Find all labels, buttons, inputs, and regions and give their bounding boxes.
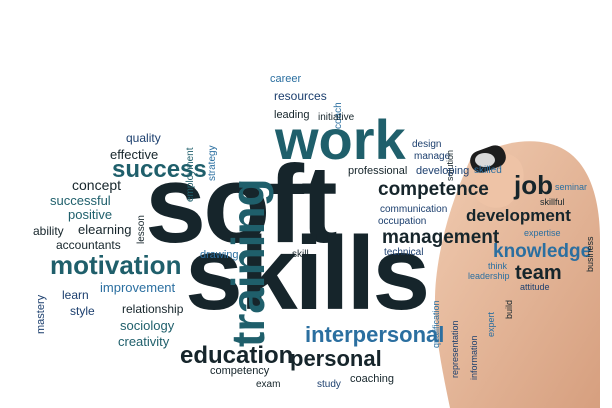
- hand-shape: [434, 141, 600, 408]
- word-study: study: [317, 379, 341, 390]
- word-skill: skill: [292, 249, 309, 260]
- word-communication: communication: [380, 204, 448, 215]
- word-employment: employment: [185, 147, 196, 202]
- word-coaching: coaching: [350, 373, 395, 385]
- word-education: education: [180, 342, 294, 369]
- word-quality: quality: [126, 131, 161, 145]
- word-success: success: [112, 156, 207, 183]
- word-relationship: relationship: [122, 302, 184, 316]
- word-skillful: skillful: [540, 197, 565, 207]
- word-occupation: occupation: [378, 216, 427, 227]
- word-strategy: strategy: [207, 145, 218, 181]
- word-successful: successful: [50, 193, 111, 208]
- word-resources: resources: [274, 89, 327, 103]
- word-exam: exam: [256, 379, 281, 390]
- word-development: development: [466, 206, 571, 225]
- word-competence: competence: [378, 179, 489, 200]
- word-technical: technical: [384, 247, 424, 258]
- word-drawing: drawing: [200, 249, 239, 261]
- marker-tip-shape: [475, 153, 495, 167]
- word-sociology: sociology: [120, 318, 175, 333]
- word-soft: soft: [145, 143, 338, 266]
- word-career: career: [270, 73, 302, 85]
- word-ability: ability: [33, 224, 64, 238]
- word-leading: leading: [274, 109, 310, 121]
- word-business: business: [585, 236, 595, 272]
- word-job: job: [514, 170, 553, 200]
- word-elearning: elearning: [78, 222, 132, 237]
- word-qualification: qualification: [431, 300, 441, 348]
- word-positive: positive: [68, 207, 113, 222]
- word-skilled: skilled: [474, 165, 502, 176]
- word-skills: skills: [185, 216, 430, 332]
- word-knowledge: knowledge: [493, 241, 592, 262]
- word-effective: effective: [110, 147, 159, 162]
- word-management: management: [382, 227, 500, 248]
- word-expertise: expertise: [524, 228, 561, 238]
- word-expert: expert: [486, 311, 496, 337]
- word-style: style: [70, 304, 95, 318]
- word-improvement: improvement: [100, 280, 176, 295]
- word-personal: personal: [290, 346, 382, 371]
- word-developing: developing: [416, 165, 470, 177]
- word-information: information: [469, 335, 479, 380]
- word-design: design: [412, 139, 442, 150]
- word-build: build: [504, 299, 514, 319]
- word-seminar: seminar: [555, 182, 588, 192]
- word-think: think: [488, 261, 508, 271]
- word-team: team: [515, 262, 562, 284]
- word-learn: learn: [62, 288, 89, 302]
- word-mastery: mastery: [35, 294, 47, 334]
- word-training: training: [222, 178, 274, 347]
- word-work: work: [275, 108, 406, 171]
- word-manage: manage: [414, 151, 451, 162]
- word-attitude: attitude: [520, 282, 550, 292]
- word-professional: professional: [348, 165, 408, 177]
- word-leadership: leadership: [468, 271, 510, 281]
- word-competency: competency: [210, 365, 270, 377]
- word-initiative: initiative: [318, 112, 355, 123]
- word-concept: concept: [72, 177, 122, 193]
- word-representation: representation: [450, 320, 460, 378]
- word-accountants: accountants: [56, 238, 121, 252]
- word-motivation: motivation: [50, 250, 182, 280]
- word-lesson: lesson: [136, 215, 147, 244]
- word-interpersonal: interpersonal: [305, 322, 445, 347]
- word-creativity: creativity: [118, 334, 170, 349]
